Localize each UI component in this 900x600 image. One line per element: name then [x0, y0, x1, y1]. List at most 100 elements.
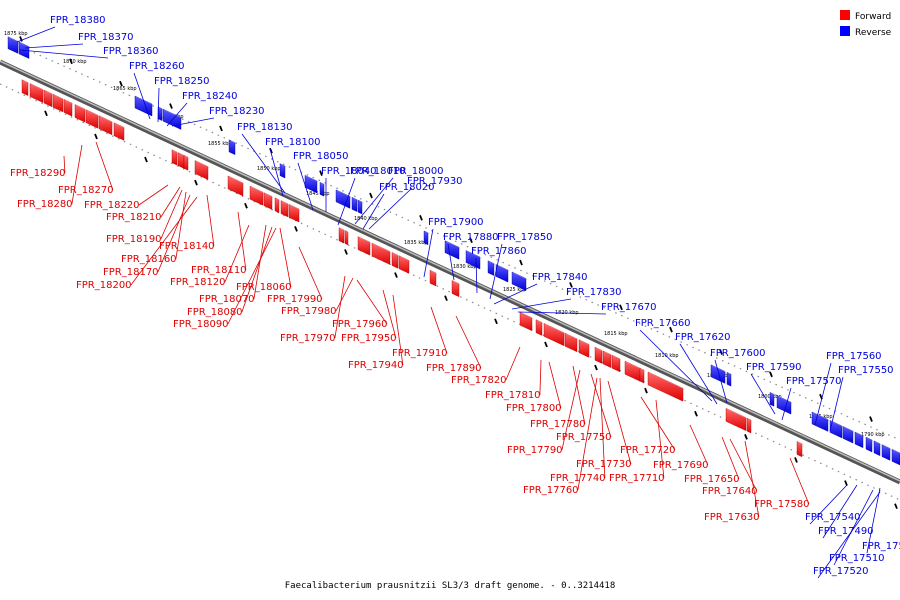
reverse-gene-block: [279, 163, 287, 179]
gene-label: FPR_17780: [530, 419, 586, 430]
leader-line: [71, 144, 83, 205]
gene-label: FPR_17550: [838, 365, 894, 376]
gene-label: FPR_18380: [50, 15, 106, 26]
leader-line: [511, 298, 572, 310]
gene-label: FPR_17490: [818, 526, 874, 537]
leader-line: [337, 177, 356, 226]
forward-gene-block: [43, 89, 54, 108]
kbp-label: 1830 kbp: [453, 264, 477, 270]
kbp-label: 1825 kbp: [503, 287, 527, 293]
forward-gene-block: [288, 204, 301, 223]
tick-mark: [444, 295, 448, 302]
leader-line: [227, 227, 277, 325]
forward-gene-block: [98, 115, 114, 136]
forward-gene-block: [263, 192, 274, 210]
leader-line: [423, 228, 434, 278]
leader-line: [297, 162, 314, 211]
reverse-gene-block: [854, 431, 865, 449]
leader-line: [809, 484, 848, 525]
tick-mark: [894, 503, 898, 510]
reverse-gene-block: [495, 264, 510, 283]
leader-line: [548, 361, 562, 409]
leader-line: [789, 457, 810, 505]
gene-label: FPR_17910: [392, 348, 448, 359]
forward-gene-block: [113, 122, 126, 141]
reverse-gene-block: [357, 199, 364, 215]
gene-label: FPR_17600: [710, 348, 766, 359]
forward-gene-block: [647, 371, 685, 402]
gene-label: FPR_17560: [826, 351, 882, 362]
legend-forward-swatch: [840, 10, 850, 20]
forward-gene-block: [371, 242, 392, 265]
kbp-label: 1865 kbp: [113, 86, 137, 92]
gene-label: FPR_18190: [106, 234, 162, 245]
gene-label: FPR_18280: [17, 199, 73, 210]
leader-line: [781, 387, 792, 421]
legend-forward-label: Forward: [855, 12, 891, 22]
leader-line: [655, 399, 665, 479]
gene-blocks: [7, 36, 900, 466]
tick-mark: [144, 156, 148, 163]
leader-line: [679, 343, 718, 405]
forward-gene-block: [429, 269, 438, 287]
gene-label: FPR_17940: [348, 360, 404, 371]
gene-label: FPR_18040: [321, 166, 377, 177]
tick-mark: [594, 364, 598, 371]
forward-gene-block: [274, 197, 281, 214]
gene-label: FPR_18360: [103, 46, 159, 57]
gene-label: FPR_17840: [532, 272, 588, 283]
leader-line: [241, 226, 273, 313]
kbp-label: 1870 kbp: [63, 59, 87, 65]
gene-label: FPR_18370: [78, 32, 134, 43]
leader-line: [368, 187, 413, 230]
gene-label: FPR_17650: [684, 474, 740, 485]
reverse-gene-block: [444, 240, 461, 260]
gene-label: FPR_17970: [280, 333, 336, 344]
gene-label: FPR_17930: [407, 176, 463, 187]
gene-label: FPR_18260: [129, 61, 185, 72]
leader-line: [206, 194, 215, 247]
tick-mark: [494, 318, 498, 325]
tick-mark: [294, 226, 298, 232]
forward-gene-block: [611, 354, 622, 373]
leader-line: [505, 346, 521, 381]
leader-line: [750, 373, 776, 415]
gene-label: FPR_18060: [236, 282, 292, 293]
gene-label: FPR_17830: [566, 287, 622, 298]
gene-label: FPR_18000: [388, 166, 444, 177]
forward-gene-block: [398, 255, 411, 274]
leader-line: [714, 359, 728, 404]
gene-label: FPR_18200: [76, 280, 132, 291]
leader-line: [171, 117, 215, 127]
leader-line: [817, 491, 881, 579]
gene-label: FPR_17820: [451, 375, 507, 386]
legend-reverse-label: Reverse: [855, 28, 892, 38]
forward-gene-block: [624, 360, 642, 382]
leader-line: [721, 436, 740, 480]
gene-label: FPR_18010: [350, 166, 406, 177]
reverse-gene-block: [7, 36, 20, 54]
leader-line: [160, 189, 183, 240]
tick-mark: [869, 416, 873, 422]
leader-line: [392, 294, 404, 366]
leader-line: [224, 224, 250, 283]
gene-label: FPR_17740: [550, 473, 606, 484]
leader-line: [269, 148, 284, 197]
forward-gene-block: [338, 227, 346, 244]
kbp-label: 1840 kbp: [354, 216, 378, 222]
gene-label: FPR_17950: [341, 333, 397, 344]
tick-mark: [844, 480, 848, 486]
leader-line: [561, 369, 581, 451]
gene-label: FPR_17690: [653, 460, 709, 471]
tick-mark: [794, 457, 798, 463]
leader-line: [63, 155, 66, 174]
reverse-gene-block: [829, 420, 844, 439]
gene-label: FPR_17510: [829, 553, 885, 564]
forward-gene-block: [74, 104, 87, 123]
reverse-gene-block: [162, 108, 183, 130]
tick-mark: [519, 259, 523, 266]
gene-label: FPR_17900: [428, 217, 484, 228]
forward-gene-block: [519, 311, 534, 332]
genome-caption: Faecalibacterium prausnitzii SL3/3 draft…: [285, 581, 616, 591]
